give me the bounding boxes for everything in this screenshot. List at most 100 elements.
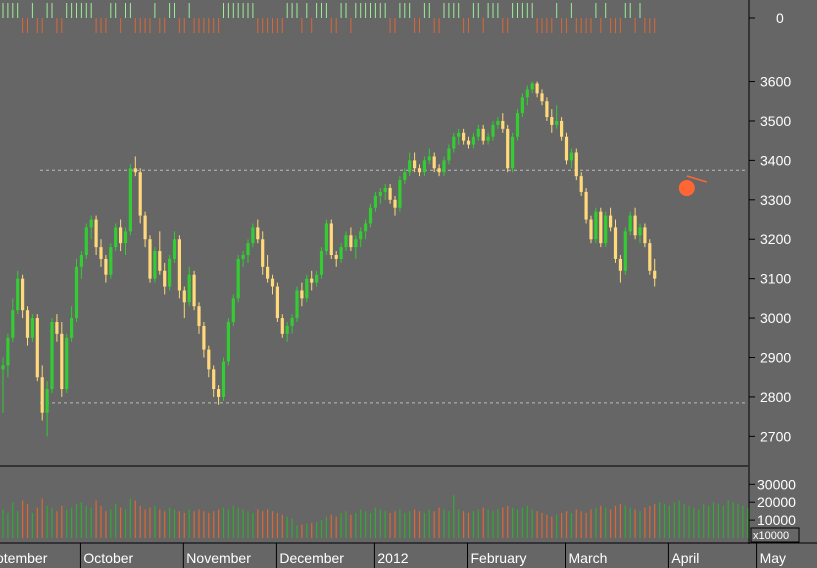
- candle-body: [457, 132, 461, 137]
- candle-body: [143, 215, 147, 240]
- candle-body: [285, 325, 289, 334]
- candle-body: [119, 227, 123, 244]
- candle-body: [148, 239, 152, 279]
- candle-body: [89, 219, 93, 228]
- candle-body: [11, 310, 15, 338]
- candle-body: [417, 168, 422, 173]
- volume-tick-label: 10000: [757, 512, 796, 528]
- candle-body: [261, 239, 265, 267]
- price-tick-label: 3300: [760, 192, 791, 208]
- candle-body: [437, 168, 441, 173]
- candle-body: [60, 333, 64, 390]
- month-label: December: [279, 550, 344, 566]
- price-tick-label: 2900: [760, 350, 791, 366]
- candle-body: [520, 97, 524, 114]
- candle-body: [589, 219, 593, 240]
- volume-axis: 10000 20000 30000: [749, 476, 796, 528]
- candle-body: [280, 318, 284, 334]
- candle-body: [560, 120, 564, 137]
- candle-body: [623, 231, 627, 271]
- candle-body: [486, 136, 490, 141]
- month-label: March: [569, 550, 608, 566]
- candle-body: [329, 223, 333, 255]
- candle-body: [177, 239, 181, 291]
- candle-body: [574, 152, 578, 177]
- candle-body: [613, 227, 618, 259]
- candle-body: [447, 148, 451, 161]
- candle-body: [270, 278, 275, 287]
- candle-body: [241, 255, 245, 259]
- candle-body: [452, 136, 456, 149]
- candle-body: [354, 239, 358, 248]
- month-label: October: [83, 550, 133, 566]
- candle-body: [295, 290, 299, 319]
- candle-body: [422, 160, 426, 173]
- candle-body: [315, 274, 319, 283]
- candle-body: [643, 227, 647, 244]
- candle-body: [378, 191, 382, 196]
- signal-marker: [678, 175, 708, 196]
- candle-body: [413, 160, 417, 169]
- candle-body: [545, 101, 549, 118]
- candle-body: [187, 274, 191, 303]
- candle-body: [432, 156, 436, 169]
- candle-body: [408, 160, 412, 173]
- date-axis: otember October November December 2012 Februa…: [0, 543, 786, 568]
- candle-body: [182, 290, 186, 303]
- signal-marker-line: [686, 175, 708, 183]
- price-tick-label: 3000: [760, 310, 791, 326]
- volume-panel: [2, 495, 749, 538]
- candle-body: [368, 207, 373, 224]
- candle-body: [256, 227, 260, 240]
- candle-body: [207, 349, 211, 370]
- candle-body: [40, 377, 44, 413]
- candle-body: [310, 278, 314, 283]
- candle-body: [79, 255, 83, 267]
- candle-body: [466, 140, 471, 145]
- candle-body: [525, 89, 529, 98]
- candle-body: [555, 120, 559, 125]
- candle-body: [138, 172, 142, 216]
- candle-body: [569, 152, 573, 161]
- price-tick-label: 3400: [760, 152, 791, 168]
- candle-body: [550, 117, 554, 125]
- candle-body: [628, 215, 632, 232]
- candle-body: [21, 278, 25, 311]
- candle-body: [172, 239, 177, 259]
- candle-body: [94, 219, 98, 248]
- candle-body: [109, 247, 113, 275]
- signal-marker-dot: [678, 179, 695, 196]
- month-label: February: [471, 550, 527, 566]
- candle-body: [515, 113, 520, 137]
- candle-body: [300, 290, 304, 299]
- candle-body: [192, 274, 196, 307]
- candle-body: [266, 266, 270, 279]
- candle-body: [290, 318, 294, 326]
- candle-body: [618, 258, 622, 271]
- candle-body: [133, 168, 137, 173]
- candle-body: [70, 318, 74, 338]
- candle-body: [364, 223, 368, 232]
- candle-body: [334, 255, 338, 259]
- candle-body: [212, 369, 216, 390]
- price-tick-label: 3200: [760, 231, 791, 247]
- candle-body: [202, 325, 206, 350]
- reference-lines: [40, 169, 748, 404]
- month-label: May: [760, 550, 786, 566]
- candle-body: [217, 389, 221, 397]
- candle-body: [114, 227, 118, 248]
- candle-body: [530, 83, 534, 90]
- candle-body: [197, 306, 201, 326]
- candle-body: [442, 160, 446, 173]
- candle-body: [45, 389, 49, 413]
- month-label: November: [186, 550, 251, 566]
- candle-body: [74, 266, 79, 319]
- month-label: 2012: [377, 550, 408, 566]
- candle-body: [609, 215, 613, 228]
- candle-body: [246, 243, 250, 255]
- candle-body: [128, 168, 132, 232]
- candle-body: [251, 227, 255, 244]
- candle-body: [653, 270, 657, 279]
